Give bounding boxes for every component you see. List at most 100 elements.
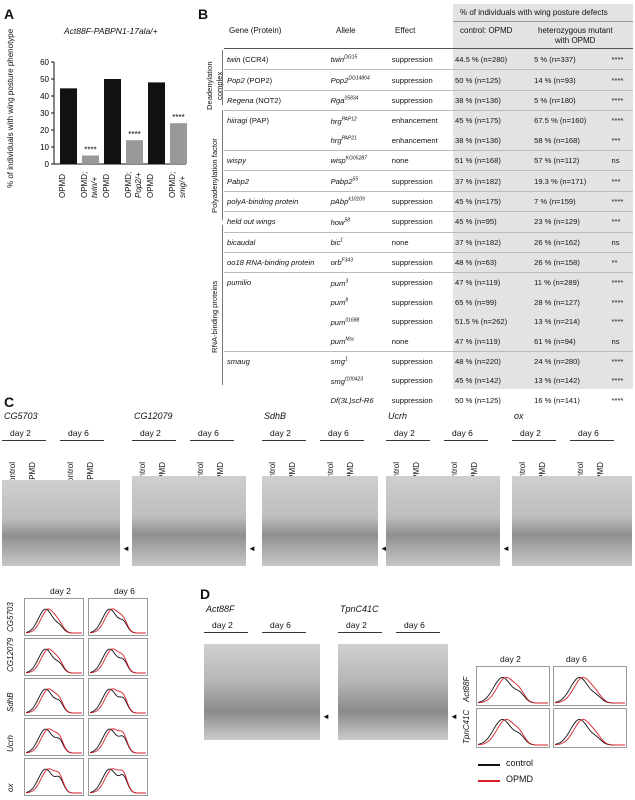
hetero-cell: 26 % (n=158) [531,251,609,273]
col-control-header: control: OPMD [460,26,513,35]
hetero-cell: 58 % (n=168) [534,135,580,145]
sig-cell: ns [611,336,620,346]
a-xlabel-line1: OPMD; [80,171,89,198]
allele-cell: pum3 [327,272,389,293]
results-table-wrap: twin (CCR4) twinDG15 suppression 44.5 % (n=… [224,50,633,410]
gene-cell: Pabp2 [224,170,328,192]
profile-day-label: day 2 [500,654,521,664]
gene-name: CG12079 [134,411,173,421]
a-ytick-label: 50 [40,75,49,84]
group-bracket-2 [222,110,223,220]
hetero-cell: 14 % (n=93) [531,69,609,91]
results-row: smaug smg1 suppression 48 % (n=220) 24 % (n=… [224,350,633,372]
profile-gene-label: Act88F [462,676,471,702]
hetero-cell: 13 % (n=142) [534,376,580,386]
effect-cell: suppression [391,55,433,65]
day-label: day 6 [328,428,349,438]
control-cell: 38 % (n=136) [452,89,532,111]
control-cell: 47 % (n=119) [455,336,501,346]
results-row: polyA-binding protein pAbpk10109 suppressi… [224,190,633,212]
gene-cell: Regena (NOT2) [224,89,328,111]
control-cell: 48 % (n=220) [452,350,532,372]
gene-name: Act88F [206,604,235,614]
day-label: day 6 [404,620,425,630]
results-row: Regena (NOT2) Rga05834 suppression 38 % (n=… [224,89,633,111]
results-row: twin (CCR4) twinDG15 suppression 44.5 % (n=… [224,50,633,70]
sig-cell: **** [611,317,624,327]
allele-cell: bic1 [327,231,389,253]
day-label: day 6 [452,428,473,438]
day-underline [386,440,430,441]
panel-a-title: Act88F-PABPN1-17ala/+ [64,26,158,36]
profile-day6 [553,708,627,748]
sig-cell: **** [608,89,633,111]
sig-cell: **** [611,297,624,307]
profile-curve [89,728,146,754]
group-rna-binding: RNA-binding proteins [210,280,219,353]
control-cell: 65 % (n=99) [455,297,497,307]
col-gene-header: Gene (Protein) [229,26,282,35]
gel-blot [512,476,632,566]
a-xlabel-line2: Pop2/+ [134,172,143,198]
day-underline [512,440,556,441]
a-xlabel-line1: OPMD [102,174,111,198]
a-xlabel-line1: OPMD [58,174,67,198]
hetero-cell: 67.5 % (n=160) [531,110,609,131]
day-underline [444,440,488,441]
panel-b-header-line [453,21,633,22]
day-underline [262,440,306,441]
legend-opmd-label: OPMD [506,774,533,784]
gene-cell: hiiragi (PAP) [224,110,328,131]
panel-b-header-top: % of individuals with wing posture defec… [460,8,608,17]
sig-cell: *** [611,135,621,145]
effect-cell: suppression [388,89,453,111]
day-label: day 2 [394,428,415,438]
day-label: day 2 [10,428,31,438]
allele-cell: wispKG05287 [327,149,389,171]
control-cell: 50 % (n=125) [452,69,532,91]
a-xlabel-line1: OPMD [146,174,155,198]
results-row: oo18 RNA-binding protein orbF343 suppressi… [224,251,633,273]
results-row: Df(3L)scf-R6 suppression 50 % (n=125) 16 % … [224,391,633,410]
effect-cell: suppression [391,317,433,327]
day-label: day 2 [520,428,541,438]
day-underline [338,632,382,633]
a-xlabel-line2: twin/+ [90,176,99,198]
sig-cell: **** [611,55,624,65]
profile-curve [89,688,146,714]
effect-cell: enhancement [388,110,453,131]
group-polyadenylation: Polyadenylation factor [210,138,219,213]
effect-cell: suppression [391,395,433,405]
hetero-cell: 26 % (n=162) [531,231,609,253]
panel-d-label: D [200,586,211,602]
legend-control-line [478,764,500,766]
allele-cell: pumMsc [330,336,355,346]
a-ytick-label: 30 [40,109,49,118]
gene-cell: bicaudal [224,231,328,253]
profile-curve [25,728,82,754]
gene-cell [224,312,328,331]
profile-day2 [24,678,84,716]
gel-blot [338,644,448,740]
results-row: pum8 suppression 65 % (n=99) 28 % (n=127) **… [224,293,633,312]
sig-cell: **** [611,395,624,405]
sig-cell: *** [608,170,633,192]
profile-curve [554,676,625,704]
effect-cell: suppression [388,170,453,192]
control-cell: 37 % (n=182) [452,231,532,253]
day-underline [262,632,306,633]
day-label: day 6 [68,428,89,438]
effect-cell: enhancement [391,135,438,145]
profile-day2 [24,758,84,796]
sig-cell: **** [608,190,633,212]
control-cell: 38 % (n=136) [455,135,501,145]
a-sig-label: **** [84,146,96,155]
band-arrow: ◄ [450,712,458,721]
gene-cell: polyA-binding protein [224,190,328,212]
col-effect-header: Effect [395,26,416,35]
effect-cell: suppression [391,376,433,386]
control-cell: 45 % (n=175) [452,110,532,131]
hetero-cell: 16 % (n=141) [534,395,580,405]
profile-gene-label: CG12079 [6,637,15,672]
hetero-cell: 11 % (n=289) [531,272,609,293]
